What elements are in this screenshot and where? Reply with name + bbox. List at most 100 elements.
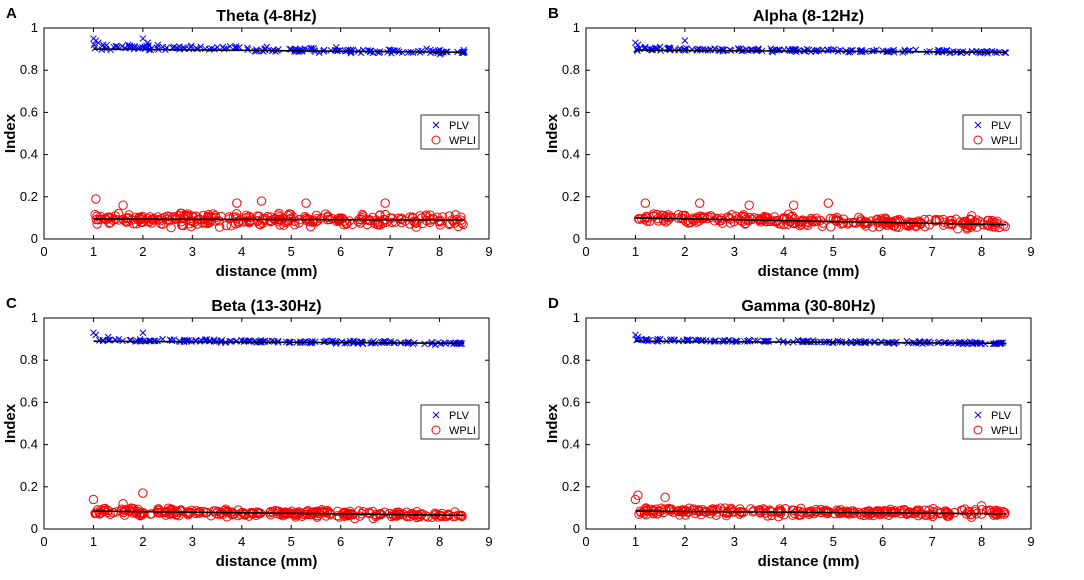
wpli-point: [230, 212, 241, 222]
y-tick-label: 1: [31, 20, 38, 35]
wpli-point: [114, 215, 124, 225]
plv-point: [131, 43, 138, 50]
series-wpli: [630, 490, 1010, 522]
x-tick-label: 0: [582, 244, 589, 259]
wpli-point: [712, 213, 722, 224]
plv-point: [642, 337, 650, 344]
plv-point: [176, 43, 183, 50]
wpli-point: [92, 211, 102, 221]
x-axis-label: distance (mm): [216, 553, 318, 570]
wpli-point: [333, 506, 343, 517]
wpli-fit-line: [93, 218, 465, 221]
wpli-point: [760, 216, 770, 227]
plv-point: [332, 44, 340, 51]
wpli-point: [423, 512, 433, 522]
wpli-point: [220, 505, 230, 516]
x-tick-label: 4: [238, 534, 245, 549]
plv-point: [272, 48, 279, 55]
wpli-point: [209, 506, 219, 516]
series-wpli: [90, 194, 468, 233]
wpli-point: [966, 509, 976, 520]
plv-point: [732, 337, 740, 345]
wpli-point: [189, 217, 199, 228]
x-tick-label: 9: [1027, 534, 1034, 549]
plv-point: [124, 41, 132, 49]
plv-point: [253, 46, 260, 53]
wpli-point: [371, 511, 381, 522]
wpli-point: [882, 506, 893, 516]
wpli-point: [900, 506, 910, 516]
wpli-point: [692, 212, 702, 222]
wpli-point: [664, 504, 675, 514]
plv-point: [976, 49, 984, 57]
x-tick-label: 8: [436, 534, 443, 549]
wpli-point: [104, 213, 115, 223]
plv-fit-line: [635, 340, 1007, 345]
x-tick-label: 2: [681, 244, 688, 259]
x-tick-label: 8: [436, 244, 443, 259]
plv-point: [988, 47, 996, 55]
wpli-point: [178, 220, 188, 231]
wpli-point: [636, 508, 646, 518]
wpli-point: [838, 214, 849, 224]
plv-point: [187, 42, 195, 50]
plv-point: [754, 337, 762, 345]
wpli-point: [291, 510, 302, 520]
wpli-point: [911, 507, 921, 517]
plv-point: [170, 43, 178, 51]
legend-box: [962, 404, 1022, 440]
wpli-point: [966, 211, 977, 221]
wpli-point: [334, 512, 345, 522]
wpli-point: [451, 210, 461, 220]
wpli-point: [453, 221, 463, 232]
wpli-point: [976, 501, 987, 511]
legend: PLV WPLI: [962, 114, 1022, 150]
wpli-point: [88, 494, 99, 505]
y-tick-label: 0.4: [20, 437, 38, 452]
wpli-point: [788, 200, 799, 210]
wpli-point: [754, 505, 764, 515]
plv-point: [409, 340, 417, 348]
wpli-point: [630, 494, 641, 505]
legend-plv-marker: [432, 411, 440, 419]
wpli-point: [714, 216, 725, 226]
wpli-point: [779, 213, 790, 223]
wpli-point: [357, 213, 368, 223]
wpli-point: [144, 217, 154, 227]
y-axis-label: Index: [544, 403, 561, 443]
legend-box: [420, 404, 480, 440]
x-axis-label: distance (mm): [216, 263, 318, 280]
wpli-point: [641, 503, 651, 513]
plv-point: [154, 41, 162, 49]
plv-point: [858, 47, 866, 54]
wpli-point: [245, 216, 255, 226]
chart-title: Gamma (30-80Hz): [741, 298, 875, 315]
plv-point: [935, 338, 943, 346]
y-tick-label: 1: [573, 20, 580, 35]
wpli-point: [300, 213, 310, 224]
wpli-point: [985, 505, 996, 516]
x-tick-label: 7: [386, 244, 393, 259]
wpli-point: [265, 507, 276, 517]
wpli-point: [660, 504, 671, 514]
wpli-point: [312, 510, 323, 521]
wpli-point: [274, 208, 284, 219]
legend-plv-marker: [974, 121, 982, 129]
legend-wpli-label: WPLI: [991, 425, 1018, 437]
plv-point: [681, 37, 689, 45]
x-tick-label: 1: [90, 534, 97, 549]
wpli-point: [1000, 221, 1010, 232]
wpli-point: [409, 217, 420, 227]
wpli-point: [722, 508, 733, 518]
plv-point: [702, 337, 710, 344]
plv-point: [91, 44, 99, 52]
wpli-point: [646, 504, 656, 515]
wpli-point: [380, 198, 390, 208]
y-tick-label: 0: [31, 521, 38, 536]
x-tick-label: 7: [928, 534, 935, 549]
wpli-point: [991, 218, 1002, 228]
wpli-point: [412, 512, 422, 523]
wpli-point: [648, 508, 659, 519]
wpli-point: [847, 506, 857, 516]
legend-wpli-label: WPLI: [991, 135, 1018, 147]
